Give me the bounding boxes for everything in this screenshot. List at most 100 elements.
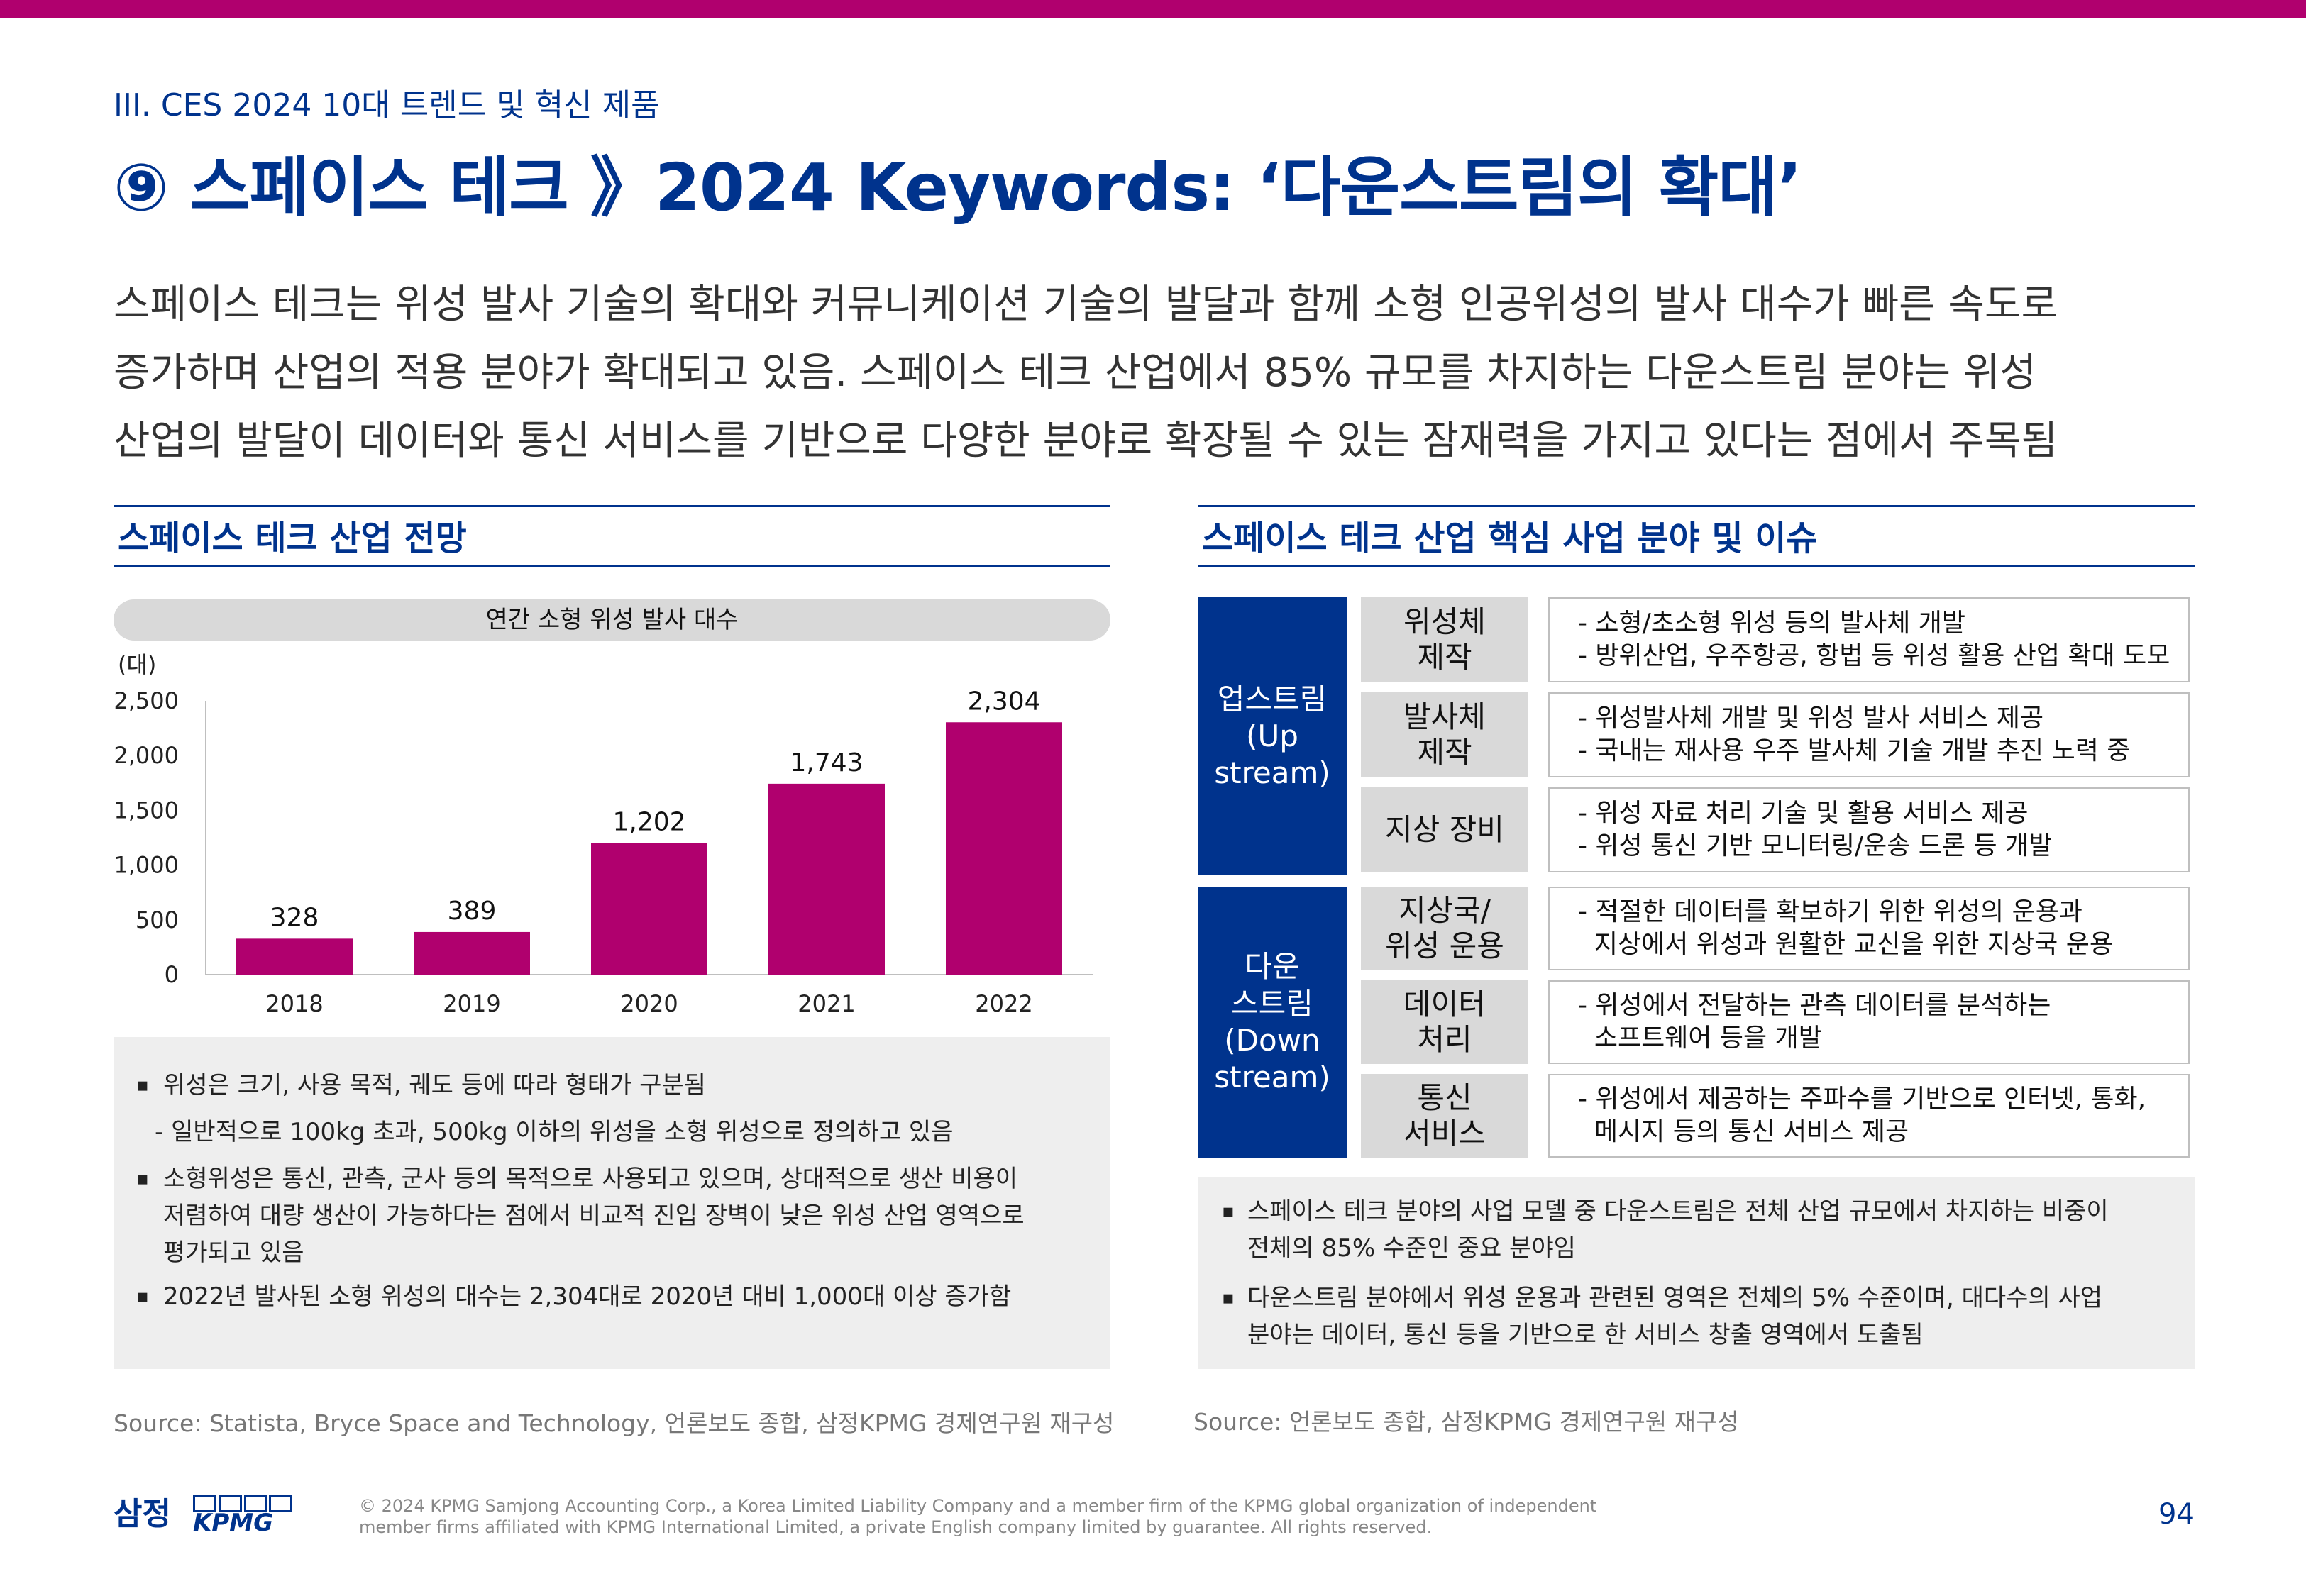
bar-value-label: 1,743	[790, 748, 863, 777]
bullet-icon: ▪	[1222, 1201, 1235, 1222]
left-section-heading: 스페이스 테크 산업 전망	[114, 505, 1110, 567]
note-item: ▪ 소형위성은 통신, 관측, 군사 등의 목적으로 사용되고 있으며, 상대적으…	[114, 1160, 1110, 1271]
top-accent-bar	[0, 0, 2306, 18]
description-line: 지상에서 위성과 원활한 교신을 위한 지상국 운용	[1578, 930, 2113, 959]
chart-title: 연간 소형 위성 발사 대수	[114, 599, 1110, 641]
note-item: ▪ 다운스트림 분야에서 위성 운용과 관련된 영역은 전체의 5% 수준이며, …	[1198, 1280, 2195, 1353]
category-label: 업스트림	[1217, 682, 1328, 716]
note-text-continued: 저렴하여 대량 생산이 가능하다는 점에서 비교적 진입 장벽이 낮은 위성 산…	[163, 1202, 1025, 1230]
category-label: (Up	[1246, 719, 1298, 753]
bar-2018	[236, 938, 353, 975]
copyright-line: © 2024 KPMG Samjong Accounting Corp., a …	[359, 1496, 1597, 1516]
subcategory-label: 데이터	[1403, 987, 1486, 1021]
y-tick-label: 0	[165, 961, 179, 988]
note-text: - 일반적으로 100kg 초과, 500kg 이하의 위성을 소형 위성으로 …	[155, 1118, 954, 1146]
description-line: - 국내는 재사용 우주 발사체 기술 개발 추진 노력 중	[1578, 736, 2131, 765]
description-line: - 위성 자료 처리 기술 및 활용 서비스 제공	[1578, 799, 2029, 828]
bar-2020	[591, 843, 707, 975]
note-text: 2022년 발사된 소형 위성의 대수는 2,304대로 2020년 대비 1,…	[163, 1282, 1012, 1311]
note-item: - 일반적으로 100kg 초과, 500kg 이하의 위성을 소형 위성으로 …	[114, 1114, 1110, 1151]
subcategory-cell: 지상 장비	[1361, 787, 1528, 872]
category-label: (Down	[1224, 1023, 1320, 1058]
subcategory-cell: 데이터 처리	[1361, 980, 1528, 1064]
bar-value-label: 1,202	[612, 807, 685, 836]
note-item: ▪ 스페이스 테크 분야의 사업 모델 중 다운스트림은 전체 산업 규모에서 차…	[1198, 1193, 2195, 1267]
section-label: III. CES 2024 10대 트렌드 및 혁신 제품	[114, 87, 660, 123]
y-axis-unit: (대)	[118, 651, 156, 678]
subcategory-label: 통신	[1417, 1080, 1472, 1115]
note-item: ▪ 위성은 크기, 사용 목적, 궤도 등에 따라 형태가 구분됨	[114, 1067, 1110, 1104]
description-cell: - 위성발사체 개발 및 위성 발사 서비스 제공 - 국내는 재사용 우주 발사…	[1548, 692, 2190, 777]
subcategory-label: 위성 운용	[1385, 929, 1504, 963]
description-line: - 방위산업, 우주항공, 항법 등 위성 활용 산업 확대 도모	[1578, 641, 2170, 670]
copyright-note: © 2024 KPMG Samjong Accounting Corp., a …	[359, 1495, 1596, 1538]
note-text: 위성은 크기, 사용 목적, 궤도 등에 따라 형태가 구분됨	[163, 1071, 706, 1099]
page-number: 94	[2158, 1498, 2195, 1531]
x-tick-label: 2018	[265, 990, 323, 1017]
bullet-icon: ▪	[136, 1286, 149, 1307]
bar-value-label: 389	[448, 897, 497, 926]
note-text-continued: 전체의 85% 수준인 중요 분야임	[1247, 1234, 1576, 1263]
bar-2021	[768, 783, 885, 975]
y-tick-label: 2,000	[114, 742, 179, 769]
subcategory-label: 제작	[1417, 735, 1472, 770]
subcategory-label: 처리	[1417, 1022, 1472, 1057]
category-label: 다운	[1245, 949, 1300, 984]
x-tick-label: 2020	[620, 990, 678, 1017]
note-text: 스페이스 테크 분야의 사업 모델 중 다운스트림은 전체 산업 규모에서 차지…	[1247, 1197, 2109, 1226]
description-line: - 위성발사체 개발 및 위성 발사 서비스 제공	[1578, 704, 2044, 733]
samjong-logo-text: 삼정	[114, 1496, 171, 1532]
y-tick-label: 1,500	[114, 797, 179, 824]
subcategory-label: 제작	[1417, 640, 1472, 675]
category-cell: 업스트림 (Up stream)	[1198, 597, 1347, 875]
description-line: - 위성에서 전달하는 관측 데이터를 분석하는	[1578, 991, 2051, 1020]
note-text: 다운스트림 분야에서 위성 운용과 관련된 영역은 전체의 5% 수준이며, 대…	[1247, 1284, 2103, 1312]
description-line: - 위성에서 제공하는 주파수를 기반으로 인터넷, 통화,	[1578, 1085, 2146, 1114]
subcategory-label: 위성체	[1403, 604, 1486, 639]
category-label: stream)	[1214, 755, 1330, 790]
description-cell: - 적절한 데이터를 확보하기 위한 위성의 운용과 지상에서 위성과 원활한 …	[1548, 887, 2190, 970]
description-cell: - 소형/초소형 위성 등의 발사체 개발 - 방위산업, 우주항공, 항법 등 …	[1548, 597, 2190, 682]
page-title: ⑨ 스페이스 테크 》2024 Keywords: ‘다운스트림의 확대’	[114, 150, 1802, 226]
x-tick-label: 2021	[798, 990, 855, 1017]
bar-2019	[414, 931, 530, 975]
y-tick-label: 500	[136, 907, 179, 933]
right-notes-box: ▪ 스페이스 테크 분야의 사업 모델 중 다운스트림은 전체 산업 규모에서 차…	[1198, 1177, 2195, 1369]
left-notes-list: ▪ 위성은 크기, 사용 목적, 궤도 등에 따라 형태가 구분됨 - 일반적으로 …	[114, 1067, 1110, 1315]
right-notes-list: ▪ 스페이스 테크 분야의 사업 모델 중 다운스트림은 전체 산업 규모에서 차…	[1198, 1193, 2195, 1353]
bullet-icon: ▪	[136, 1168, 149, 1190]
subcategory-label: 지상국/	[1398, 893, 1491, 928]
description-line: - 위성 통신 기반 모니터링/운송 드론 등 개발	[1578, 831, 2053, 860]
kpmg-logo-boxes	[193, 1495, 292, 1512]
description-cell: - 위성 자료 처리 기술 및 활용 서비스 제공 - 위성 통신 기반 모니터링…	[1548, 787, 2190, 872]
bar-value-label: 2,304	[967, 687, 1040, 716]
left-notes-box: ▪ 위성은 크기, 사용 목적, 궤도 등에 따라 형태가 구분됨 - 일반적으로 …	[114, 1037, 1110, 1369]
copyright-line: member firms affiliated with KPMG Intern…	[359, 1517, 1433, 1537]
bullet-icon: ▪	[1222, 1287, 1235, 1309]
bar-value-label: 328	[270, 903, 319, 932]
note-text: 소형위성은 통신, 관측, 군사 등의 목적으로 사용되고 있으며, 상대적으로…	[163, 1165, 1018, 1193]
x-tick-label: 2022	[975, 990, 1032, 1017]
intro-line: 증가하며 산업의 적용 분야가 확대되고 있음. 스페이스 테크 산업에서 85…	[114, 350, 2036, 396]
y-tick-label: 2,500	[114, 687, 179, 714]
subcategory-cell: 위성체 제작	[1361, 597, 1528, 682]
intro-line: 산업의 발달이 데이터와 통신 서비스를 기반으로 다양한 분야로 확장될 수 …	[114, 418, 2058, 464]
subcategory-cell: 발사체 제작	[1361, 692, 1528, 777]
bullet-icon: ▪	[136, 1075, 149, 1096]
intro-line: 스페이스 테크는 위성 발사 기술의 확대와 커뮤니케이션 기술의 발달과 함께…	[114, 282, 2058, 328]
kpmg-logo-word: KPMG	[193, 1509, 274, 1537]
description-line: - 소형/초소형 위성 등의 발사체 개발	[1578, 609, 1966, 638]
description-cell: - 위성에서 전달하는 관측 데이터를 분석하는 소프트웨어 등을 개발	[1548, 980, 2190, 1064]
category-label: stream)	[1214, 1060, 1330, 1095]
description-line: 메시지 등의 통신 서비스 제공	[1578, 1117, 1909, 1146]
y-tick-label: 1,000	[114, 852, 179, 879]
left-source: Source: Statista, Bryce Space and Techno…	[114, 1409, 1115, 1437]
note-text-continued: 분야는 데이터, 통신 등을 기반으로 한 서비스 창출 영역에서 도출됨	[1247, 1321, 1924, 1349]
category-cell: 다운 스트림 (Down stream)	[1198, 887, 1347, 1158]
description-line: 소프트웨어 등을 개발	[1578, 1024, 1822, 1053]
subcategory-label: 서비스	[1403, 1116, 1486, 1151]
subcategory-label: 발사체	[1403, 699, 1486, 734]
kpmg-logo: KPMG	[193, 1495, 292, 1535]
bar-2022	[946, 722, 1062, 975]
